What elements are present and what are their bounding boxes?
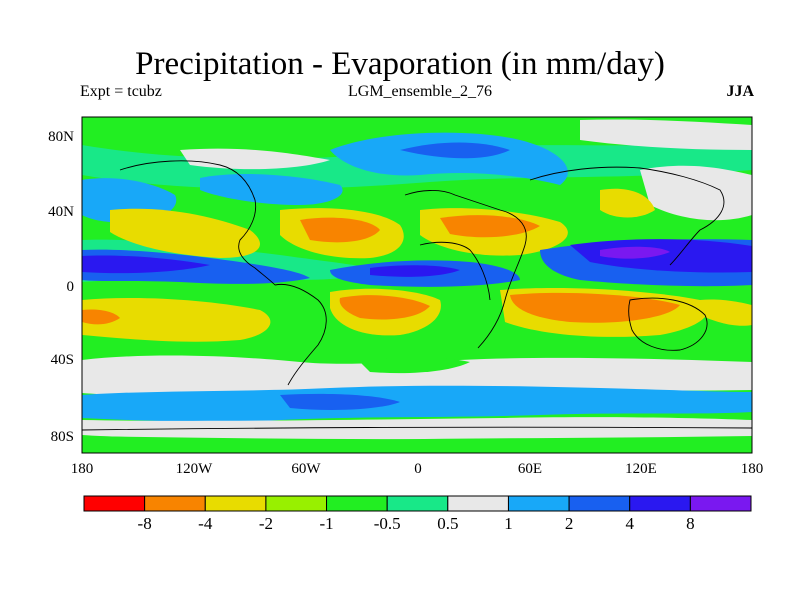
- colorbar-label: -8: [137, 514, 152, 533]
- lon-label-180e: 180: [740, 461, 764, 477]
- coastlines: [82, 160, 752, 431]
- lon-label-60e: 60E: [517, 461, 543, 477]
- colorbar-swatch: [144, 495, 206, 512]
- colorbar-swatch: [386, 495, 449, 512]
- lon-label-180w: 180: [70, 461, 94, 477]
- colorbar-label: -2: [258, 514, 273, 533]
- season-label: JJA: [726, 83, 754, 100]
- lon-label-0: 0: [414, 461, 422, 477]
- colorbar-swatch: [83, 495, 146, 512]
- lat-label-80n: 80N: [48, 129, 74, 145]
- ensemble-label: LGM_ensemble_2_76: [348, 83, 492, 100]
- map-title: Precipitation - Evaporation (in mm/day): [135, 46, 665, 82]
- colorbar-swatch: [265, 495, 328, 512]
- colorbar-label: 1: [504, 514, 513, 533]
- colorbar-swatch: [629, 495, 691, 512]
- colorbar-swatch: [689, 495, 752, 512]
- colorbar-swatch: [507, 495, 570, 512]
- colorbar-swatch: [568, 495, 631, 512]
- colorbar-label: 8: [686, 514, 695, 533]
- map-frame: [81, 116, 753, 454]
- colorbar-swatch: [326, 495, 388, 512]
- colorbar-label: -0.5: [373, 514, 401, 533]
- colorbar-label: -1: [319, 514, 334, 533]
- lat-label-40n: 40N: [48, 204, 74, 220]
- colorbar-label: 2: [564, 514, 574, 533]
- lon-label-60w: 60W: [291, 461, 321, 477]
- colorbar-label: 0.5: [437, 514, 459, 533]
- lon-label-120e: 120E: [625, 461, 657, 477]
- lat-label-0: 0: [66, 279, 75, 295]
- lat-label-80s: 80S: [50, 429, 74, 445]
- lat-label-40s: 40S: [50, 352, 74, 368]
- lon-label-120w: 120W: [175, 461, 213, 477]
- colorbar-label: -4: [198, 514, 213, 533]
- colorbar-swatch: [447, 495, 509, 512]
- colorbar-label: 4: [625, 514, 634, 533]
- colorbar-swatch: [204, 495, 267, 512]
- experiment-label: Expt = tcubz: [80, 83, 162, 100]
- colorbar: [83, 495, 752, 512]
- precipitation-field: [82, 117, 752, 453]
